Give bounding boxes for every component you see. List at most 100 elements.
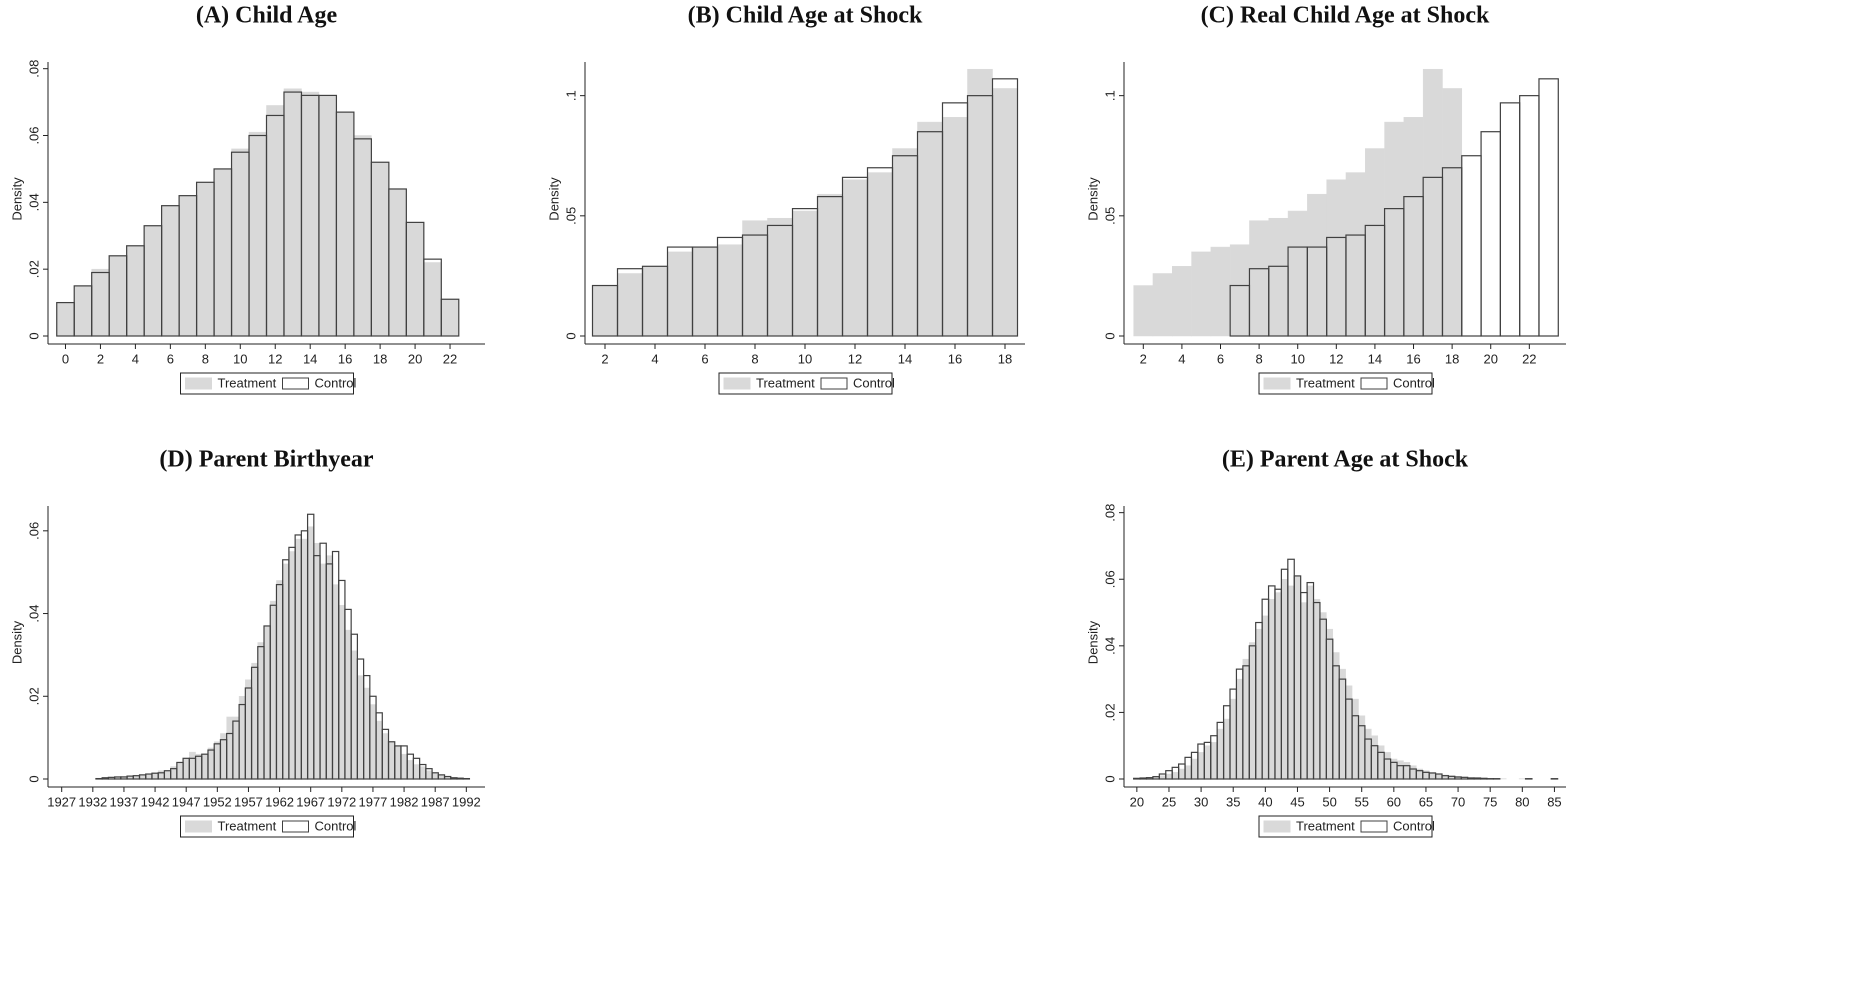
x-tick-label: 14: [303, 351, 317, 366]
bar: [162, 206, 179, 336]
x-tick-label: 4: [1178, 351, 1185, 366]
bar: [1288, 586, 1294, 779]
bar: [92, 269, 109, 336]
legend-swatch: [724, 378, 750, 389]
bar: [1346, 686, 1352, 779]
x-tick-label: 18: [373, 351, 387, 366]
chart-title: (C) Real Child Age at Shock: [1201, 3, 1490, 29]
legend-label: Control: [1393, 375, 1435, 390]
bar: [1423, 69, 1442, 336]
x-tick-label: 65: [1419, 794, 1433, 809]
bar: [1346, 173, 1365, 336]
x-tick-label: 22: [443, 351, 457, 366]
bar: [1172, 772, 1178, 779]
y-axis-title: Density: [546, 177, 561, 221]
x-tick-label: 14: [898, 351, 912, 366]
bar: [1249, 643, 1255, 780]
x-tick-label: 60: [1387, 794, 1401, 809]
bar: [1436, 774, 1442, 779]
x-tick-label: 10: [1290, 351, 1304, 366]
legend-swatch: [1264, 378, 1290, 389]
x-tick-label: 6: [701, 351, 708, 366]
y-tick-label: 0: [563, 332, 578, 339]
bar: [345, 630, 351, 779]
bar: [1404, 117, 1423, 336]
x-tick-label: 85: [1547, 794, 1561, 809]
bar: [818, 194, 843, 336]
x-tick-label: 18: [998, 351, 1012, 366]
x-tick-label: 1932: [78, 794, 107, 809]
x-tick-label: 10: [233, 351, 247, 366]
bar: [432, 773, 438, 779]
bar: [357, 676, 363, 779]
bar: [332, 585, 338, 779]
bar: [918, 122, 943, 336]
x-tick-label: 20: [1483, 351, 1497, 366]
x-tick-label: 1977: [358, 794, 387, 809]
bar: [718, 245, 743, 336]
x-tick-label: 2: [1140, 351, 1147, 366]
legend-swatch: [186, 378, 212, 389]
bar: [1230, 699, 1236, 779]
bar: [252, 663, 258, 779]
bar: [220, 734, 226, 780]
x-tick-label: 1957: [234, 794, 263, 809]
bar: [295, 539, 301, 779]
bar: [1320, 613, 1326, 779]
bar: [1224, 719, 1230, 779]
bar: [1468, 778, 1474, 779]
x-tick-label: 1952: [203, 794, 232, 809]
x-tick-label: 40: [1258, 794, 1272, 809]
legend-label: Control: [853, 375, 895, 390]
x-tick-label: 50: [1322, 794, 1336, 809]
bar: [1281, 579, 1287, 779]
x-tick-label: 12: [268, 351, 282, 366]
bar: [424, 262, 441, 336]
bar: [395, 746, 401, 779]
x-tick-label: 20: [408, 351, 422, 366]
legend-label: Treatment: [756, 375, 815, 390]
y-tick-label: 0: [26, 775, 41, 782]
bar: [618, 274, 643, 336]
y-axis-title: Density: [9, 620, 24, 664]
y-tick-label: 0: [26, 332, 41, 339]
bar: [214, 169, 231, 336]
x-tick-label: 4: [651, 351, 658, 366]
bar: [233, 717, 239, 779]
bar: [289, 552, 295, 780]
y-tick-label: 0: [1102, 775, 1117, 782]
x-tick-label: 75: [1483, 794, 1497, 809]
bar: [1314, 599, 1320, 779]
bar: [197, 182, 214, 336]
bar: [1236, 679, 1242, 779]
bar: [227, 717, 233, 779]
x-tick-label: 6: [1217, 351, 1224, 366]
x-tick-label: 1927: [47, 794, 76, 809]
bar: [743, 221, 768, 336]
bar: [258, 643, 264, 780]
bar: [1192, 252, 1211, 336]
x-tick-label: 16: [338, 351, 352, 366]
bar: [968, 69, 993, 336]
x-tick-label: 4: [132, 351, 139, 366]
legend-label: Treatment: [1296, 818, 1355, 833]
bar: [127, 246, 144, 336]
bar: [164, 771, 170, 779]
bar: [1520, 96, 1539, 336]
bar: [371, 162, 388, 336]
legend-swatch: [1264, 821, 1290, 832]
x-tick-label: 14: [1368, 351, 1382, 366]
legend-label: Treatment: [1296, 375, 1355, 390]
bar: [1204, 746, 1210, 779]
bar: [245, 680, 251, 779]
bar: [183, 758, 189, 779]
bar: [1269, 218, 1288, 336]
y-tick-label: .08: [1102, 504, 1117, 522]
bar: [441, 299, 458, 336]
bar: [326, 556, 332, 779]
x-tick-label: 2: [601, 351, 608, 366]
bar: [1140, 778, 1146, 779]
bar: [140, 775, 146, 779]
bar: [1134, 286, 1153, 336]
